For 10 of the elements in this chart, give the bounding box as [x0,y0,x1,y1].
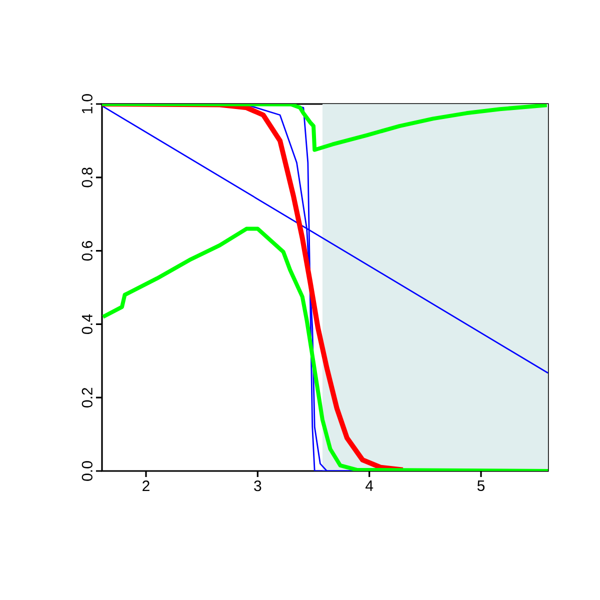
x-tick-label: 5 [477,480,485,491]
y-tick-label: 0.0 [82,461,92,481]
y-tick-label: 0.4 [82,314,92,334]
x-tick-label: 2 [142,480,150,492]
y-tick-label: 0.6 [82,241,92,261]
x-tick-label: 3 [254,480,262,492]
y-tick-label: 1.0 [82,94,92,114]
x-tick-label: 4 [366,480,374,491]
y-tick-label: 0.2 [82,388,92,408]
y-tick-label: 0.8 [82,168,92,188]
